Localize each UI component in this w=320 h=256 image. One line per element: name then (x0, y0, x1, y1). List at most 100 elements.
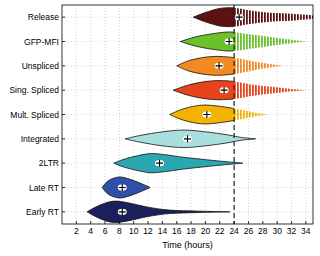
tick-label: 22 (215, 226, 225, 236)
tick-label: 26 (244, 226, 254, 236)
category-label: GFP-MFI (24, 37, 59, 47)
tick (62, 187, 65, 188)
grid (62, 5, 313, 224)
violin (102, 177, 150, 198)
grid-line (162, 5, 163, 224)
violin (87, 201, 230, 222)
tick-label: 10 (129, 226, 139, 236)
tick-label: 18 (186, 226, 196, 236)
median-marker (221, 87, 228, 94)
x-axis: 246810121416182022242628303234 (74, 221, 311, 236)
category-label: Late RT (29, 183, 59, 193)
violin (170, 105, 268, 124)
violin (193, 8, 313, 27)
violin (114, 154, 243, 173)
tick-label: 2 (74, 226, 79, 236)
median-bg (215, 63, 224, 69)
violin-body (193, 8, 234, 27)
tick (105, 221, 106, 224)
median-marker (184, 135, 191, 142)
tick-label: 24 (229, 226, 239, 236)
tick (162, 221, 163, 224)
median-marker (216, 62, 223, 69)
median-marker (119, 184, 126, 191)
category-label: Sing. Spliced (9, 85, 59, 95)
violin-extrapolated (234, 32, 306, 51)
grid-line (291, 5, 292, 224)
category-label: Integrated (21, 134, 60, 144)
tick (205, 221, 206, 224)
median-marker (236, 14, 243, 21)
violin-body (114, 154, 243, 173)
tick-label: 32 (287, 226, 297, 236)
grid-line-h (62, 187, 313, 188)
plot-bg (62, 5, 313, 224)
violin-extrapolated (234, 56, 283, 75)
median-marker (119, 208, 126, 215)
frame (62, 5, 313, 224)
tick (62, 138, 65, 139)
category-label: Release (28, 12, 59, 22)
tick-label: 8 (117, 226, 122, 236)
tick-label: 6 (103, 226, 108, 236)
tick (176, 221, 177, 224)
median-bg (235, 14, 244, 20)
tick (219, 221, 220, 224)
violin (173, 81, 306, 100)
tick-label: 4 (88, 226, 93, 236)
grid-line (277, 5, 278, 224)
tick (62, 211, 65, 212)
violin-extrapolated (234, 8, 313, 27)
grid-line (148, 5, 149, 224)
category-label: 2LTR (39, 158, 59, 168)
tick-label: 34 (301, 226, 311, 236)
median-bg (118, 209, 127, 215)
median-marker (226, 38, 233, 45)
median-bg (155, 160, 164, 166)
tick-label: 14 (158, 226, 168, 236)
tick-label: 12 (143, 226, 153, 236)
violins (87, 8, 313, 223)
tick (62, 163, 65, 164)
reference-line (234, 5, 235, 224)
tick (248, 221, 249, 224)
median-bg (118, 184, 127, 190)
median-bg (225, 38, 234, 44)
x-axis-label: Time (hours) (162, 240, 213, 250)
tick (305, 221, 306, 224)
category-label: Mult. Spliced (10, 110, 59, 120)
violin-body (180, 32, 234, 51)
category-label: Early RT (26, 207, 59, 217)
violin-extrapolated (234, 105, 268, 124)
tick (76, 221, 77, 224)
tick-label: 28 (258, 226, 268, 236)
median-bg (183, 136, 192, 142)
tick-label: 16 (172, 226, 182, 236)
tick (291, 221, 292, 224)
grid-line (76, 5, 77, 224)
median-bg (220, 87, 229, 93)
chart: 246810121416182022242628303234Time (hour… (0, 0, 320, 256)
median-marker (156, 160, 163, 167)
violin-extrapolated (234, 81, 306, 100)
tick (133, 221, 134, 224)
grid-line (90, 5, 91, 224)
violin (180, 32, 305, 51)
category-label: Unspliced (22, 61, 60, 71)
tick (262, 221, 263, 224)
tick (62, 65, 65, 66)
tick (62, 90, 65, 91)
tick (119, 221, 120, 224)
violin-body (125, 130, 256, 148)
violin-body (87, 201, 230, 222)
tick (234, 221, 235, 224)
median-bg (202, 111, 211, 117)
tick (62, 41, 65, 42)
tick (277, 221, 278, 224)
violin-body (173, 81, 234, 100)
tick (62, 17, 65, 18)
tick-label: 20 (201, 226, 211, 236)
violin (125, 130, 256, 148)
violin-body (177, 56, 234, 75)
violin (177, 56, 283, 75)
